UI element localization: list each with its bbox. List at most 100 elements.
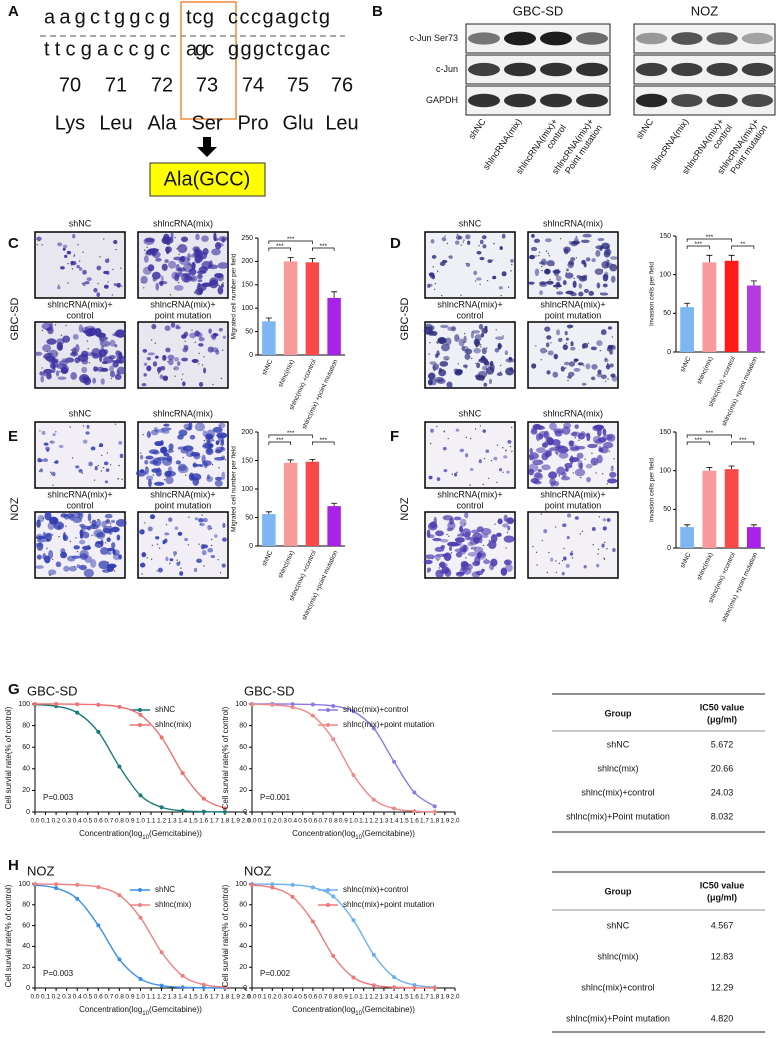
cell: [478, 323, 484, 330]
panel-label: D: [390, 235, 401, 252]
x-tick-label: 0.6: [308, 818, 317, 825]
cell: [94, 327, 102, 337]
cell: [103, 349, 109, 355]
cell: [164, 325, 171, 331]
pore: [444, 235, 446, 237]
cell: [451, 326, 457, 332]
cell: [590, 346, 597, 351]
cell: [81, 350, 89, 358]
cell: [474, 341, 481, 347]
data-point: [180, 808, 185, 813]
cell: [102, 527, 112, 533]
cell: [194, 247, 200, 257]
pore: [556, 287, 558, 290]
pore: [446, 533, 448, 536]
cell: [459, 448, 465, 453]
cell: [57, 242, 63, 247]
cell: [424, 554, 436, 560]
cell: [46, 372, 52, 380]
cell: [86, 277, 92, 282]
pore: [608, 260, 610, 262]
pore: [579, 435, 581, 437]
cell: [505, 358, 515, 363]
cell: [481, 365, 488, 371]
cell: [489, 364, 495, 371]
pore: [193, 291, 196, 294]
pore: [474, 428, 477, 430]
pore: [555, 571, 558, 574]
error-bar: [750, 524, 757, 528]
cell: [583, 274, 588, 278]
cell: [160, 427, 172, 431]
cell: [587, 443, 598, 449]
pore: [463, 239, 465, 241]
pore: [541, 270, 543, 272]
cell: [546, 268, 550, 274]
pore: [191, 329, 193, 331]
pore: [97, 518, 99, 521]
pore: [529, 458, 532, 460]
cell: [563, 361, 570, 366]
pore: [71, 264, 73, 266]
table-header: (μg/ml): [707, 714, 737, 724]
cell: [159, 446, 166, 454]
cell: [565, 563, 570, 568]
cell: [189, 332, 197, 339]
y-tick-label: 0: [243, 809, 247, 816]
cell: [481, 347, 487, 355]
pore: [104, 531, 106, 534]
cell: [54, 460, 59, 464]
data-point: [432, 986, 437, 990]
pore: [488, 539, 491, 542]
cell: [470, 331, 474, 339]
cell: [490, 558, 498, 567]
pore: [159, 470, 162, 472]
pore: [613, 265, 615, 268]
cell: [481, 327, 488, 334]
legend-label: shlnc(mix): [155, 900, 192, 909]
panel-label: H: [8, 857, 19, 874]
cell: [42, 458, 49, 463]
cell: [596, 372, 603, 378]
x-tick-label: 1.0: [136, 994, 145, 1001]
cell: [610, 256, 618, 260]
pore: [49, 331, 52, 333]
cell: [176, 561, 181, 566]
pore: [184, 340, 186, 343]
cell: [155, 257, 162, 262]
data-point: [310, 713, 315, 718]
pore: [469, 564, 472, 566]
x-tick-label: 1.0: [349, 818, 358, 825]
cell: [454, 334, 460, 342]
cell: [168, 260, 177, 269]
data-point: [351, 918, 356, 923]
pore: [55, 352, 58, 355]
data-point: [310, 702, 315, 707]
y-tick-label: 150: [241, 282, 253, 289]
cell: [106, 547, 116, 552]
cell: [609, 471, 617, 478]
pore: [174, 554, 176, 557]
cell: [570, 341, 574, 347]
pore: [480, 346, 482, 348]
y-tick-label: 60: [239, 922, 247, 929]
data-point: [96, 729, 101, 734]
pore: [457, 337, 460, 339]
pore: [97, 282, 99, 285]
cell: [197, 273, 203, 279]
y-tick-label: 80: [22, 902, 30, 909]
pore: [180, 245, 182, 247]
cell: [500, 567, 508, 576]
cell: [481, 235, 487, 240]
data-point: [201, 796, 206, 801]
blot-band: [540, 31, 572, 46]
cell: [141, 552, 147, 558]
pore: [447, 544, 450, 546]
data-point: [159, 983, 164, 988]
x-tick-label: 1.5: [189, 818, 198, 825]
cell: [602, 283, 608, 288]
pore: [199, 523, 202, 525]
x-tick-label: 0.3: [62, 818, 71, 825]
pore: [457, 535, 459, 537]
cell: [155, 282, 160, 291]
